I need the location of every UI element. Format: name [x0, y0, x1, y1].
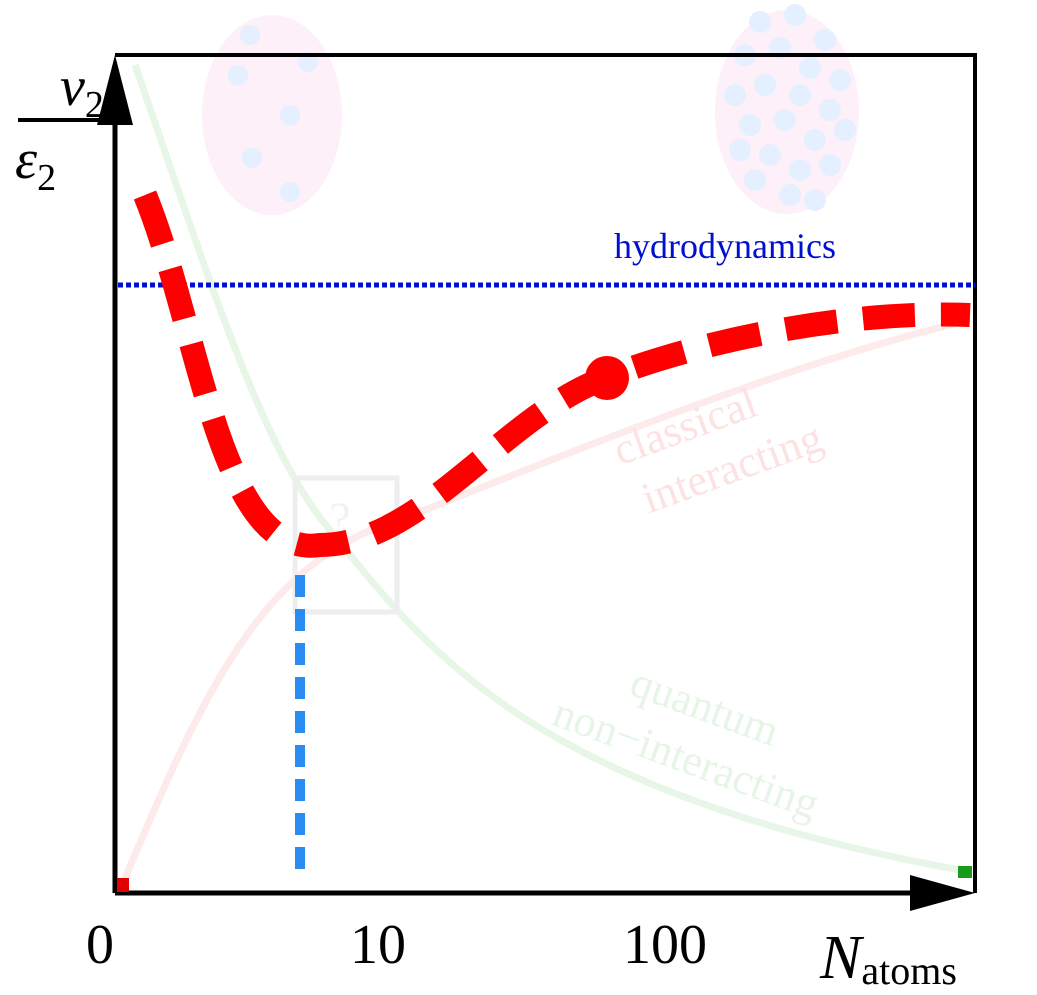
few-atoms-cloud	[202, 15, 342, 215]
corner-mark	[958, 866, 972, 878]
x-arrow	[910, 875, 975, 911]
y-label-sub: 2	[37, 157, 56, 199]
atom	[754, 74, 776, 96]
y-label-bottom: ε2	[15, 129, 56, 199]
x-tick-label: 10	[350, 914, 406, 976]
x-label-sub: atoms	[861, 948, 957, 993]
hydro-label: hydrodynamics	[614, 226, 836, 266]
atom	[759, 144, 781, 166]
atom	[814, 29, 836, 51]
atom	[739, 114, 761, 136]
atom	[749, 11, 771, 33]
atom	[724, 84, 746, 106]
atom	[784, 4, 806, 26]
atom	[729, 139, 751, 161]
y-label-top: v2	[60, 56, 104, 126]
y-label-text: v	[60, 56, 85, 118]
atom	[789, 84, 811, 106]
classical-curve	[116, 316, 971, 892]
y-label-text: ε	[15, 129, 38, 191]
atom	[819, 154, 841, 176]
x-label-text: N	[819, 924, 865, 992]
data-curve	[133, 190, 971, 558]
atom	[834, 119, 856, 141]
classical-label: classical interacting	[607, 378, 829, 523]
x-label: Natoms	[819, 924, 957, 993]
y-arrow	[97, 55, 133, 125]
data-point	[585, 356, 629, 400]
y-label-sub: 2	[85, 84, 104, 126]
frame	[115, 53, 977, 893]
corner-mark	[117, 878, 129, 892]
atom	[789, 159, 811, 181]
atom	[819, 99, 841, 121]
atom	[799, 57, 821, 79]
atom	[804, 189, 826, 211]
atom	[744, 169, 766, 191]
atom	[779, 184, 801, 206]
atom	[774, 109, 796, 131]
x-tick-label: 0	[86, 914, 114, 976]
many-atoms-cloud	[715, 4, 859, 214]
x-tick-label: 100	[623, 914, 707, 976]
atom	[829, 69, 851, 91]
crossover-box	[292, 475, 400, 615]
atom	[804, 129, 826, 151]
